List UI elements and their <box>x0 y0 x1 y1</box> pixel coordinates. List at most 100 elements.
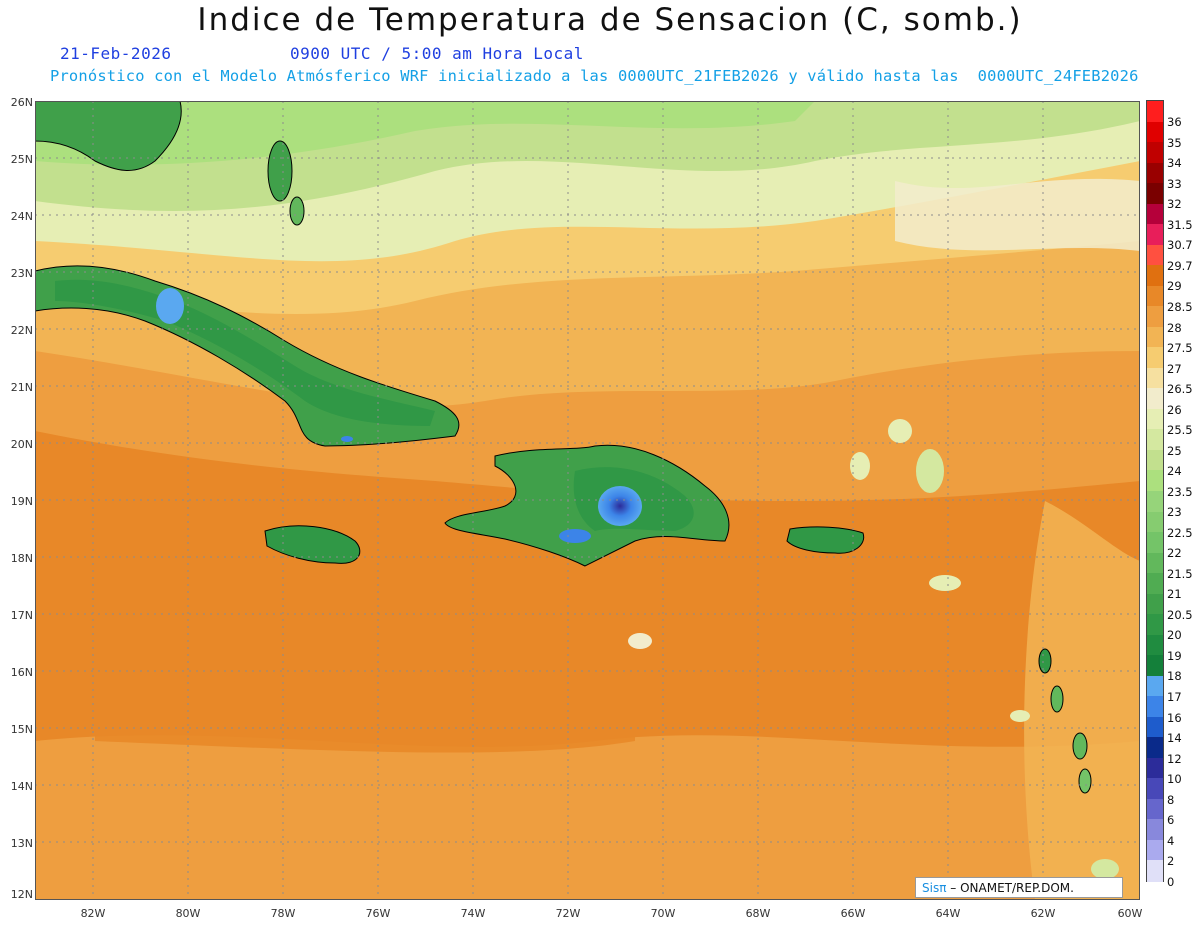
legend-swatch <box>1147 306 1163 328</box>
legend-value: 26 <box>1167 402 1182 417</box>
lon-label: 66W <box>840 907 866 920</box>
legend-value: 8 <box>1167 792 1175 807</box>
legend-swatch <box>1147 491 1163 513</box>
legend-value: 20 <box>1167 628 1182 643</box>
legend-value: 27.5 <box>1167 341 1193 356</box>
lon-label: 70W <box>650 907 676 920</box>
lat-label: 22N <box>10 324 33 337</box>
legend-swatch <box>1147 224 1163 246</box>
lat-label: 17N <box>10 609 33 622</box>
legend-swatch <box>1147 408 1163 431</box>
forecast-info: Pronóstico con el Modelo Atmósferico WRF… <box>50 67 1139 85</box>
legend-swatch <box>1147 532 1163 554</box>
legend-value: 23 <box>1167 505 1182 520</box>
lat-label: 16N <box>10 666 33 679</box>
lon-label: 72W <box>555 907 581 920</box>
cold-core-cordillera <box>598 486 642 526</box>
legend-value: 19 <box>1167 648 1182 663</box>
band-south <box>35 735 1140 900</box>
legend-swatch <box>1147 511 1163 533</box>
legend-swatch <box>1147 347 1163 369</box>
lat-label: 15N <box>10 723 33 736</box>
legend-value: 29.7 <box>1167 258 1193 273</box>
puerto-rico-land <box>786 526 865 554</box>
legend-value: 21.5 <box>1167 566 1193 581</box>
legend-value: 27 <box>1167 361 1182 376</box>
legend-swatch <box>1147 285 1163 307</box>
legend-value: 25.5 <box>1167 423 1193 438</box>
legend-value: 24 <box>1167 464 1182 479</box>
legend-value: 35 <box>1167 135 1182 150</box>
legend-value: 30.7 <box>1167 238 1193 253</box>
legend-value: 29 <box>1167 279 1182 294</box>
legend-value: 22 <box>1167 546 1182 561</box>
lon-label: 74W <box>460 907 486 920</box>
legend-value: 14 <box>1167 731 1182 746</box>
legend-swatch <box>1147 737 1163 759</box>
legend-swatch <box>1147 593 1163 615</box>
legend-swatch <box>1147 367 1163 389</box>
lon-label: 62W <box>1030 907 1056 920</box>
lat-label: 23N <box>10 267 33 280</box>
legend-swatch <box>1147 634 1163 656</box>
lat-label: 14N <box>10 780 33 793</box>
legend-value: 10 <box>1167 772 1182 787</box>
legend-value: 21 <box>1167 587 1182 602</box>
lat-label: 24N <box>10 210 33 223</box>
chart-title: Indice de Temperatura de Sensacion (C, s… <box>197 2 1023 38</box>
lon-label: 80W <box>175 907 201 920</box>
legend-value: 34 <box>1167 156 1182 171</box>
lon-label: 60W <box>1117 907 1143 920</box>
lat-label: 21N <box>10 381 33 394</box>
legend-value: 36 <box>1167 115 1182 130</box>
legend-value: 28 <box>1167 320 1182 335</box>
legend-value: 23.5 <box>1167 484 1193 499</box>
legend-swatch <box>1147 388 1163 410</box>
legend-value: 31.5 <box>1167 217 1193 232</box>
lat-label: 19N <box>10 495 33 508</box>
legend-swatch <box>1147 183 1163 205</box>
legend-value: 16 <box>1167 710 1182 725</box>
color-legend <box>1146 100 1164 882</box>
lon-label: 82W <box>80 907 106 920</box>
legend-swatch <box>1147 101 1163 123</box>
band-green-north-2 <box>35 101 815 165</box>
legend-value: 22.5 <box>1167 525 1193 540</box>
florida-land <box>35 101 182 171</box>
legend-swatch <box>1147 470 1163 492</box>
legend-swatch <box>1147 778 1163 800</box>
legend-value: 2 <box>1167 854 1175 869</box>
legend-value: 4 <box>1167 833 1175 848</box>
temperature-field-map <box>35 101 1140 900</box>
legend-swatch <box>1147 614 1163 636</box>
legend-swatch <box>1147 696 1163 718</box>
legend-value: 18 <box>1167 669 1182 684</box>
legend-swatch <box>1147 860 1163 882</box>
legend-swatch <box>1147 142 1163 164</box>
legend-swatch <box>1147 265 1163 287</box>
legend-swatch <box>1147 819 1163 841</box>
legend-swatch <box>1147 655 1163 677</box>
legend-swatch <box>1147 244 1163 266</box>
legend-value: 32 <box>1167 197 1182 212</box>
lat-label: 25N <box>10 153 33 166</box>
legend-value: 20.5 <box>1167 607 1193 622</box>
legend-value: 28.5 <box>1167 300 1193 314</box>
legend-value: 6 <box>1167 813 1175 828</box>
lon-label: 64W <box>935 907 961 920</box>
sispi-logo: Sisπ <box>922 881 947 895</box>
legend-swatch <box>1147 162 1163 184</box>
legend-swatch <box>1147 839 1163 862</box>
credit-box: Sisπ – ONAMET/REP.DOM. <box>915 877 1123 898</box>
lat-label: 26N <box>10 96 33 109</box>
legend-swatch <box>1147 757 1163 779</box>
legend-value: 0 <box>1167 874 1175 889</box>
legend-swatch <box>1147 552 1163 574</box>
lon-label: 76W <box>365 907 391 920</box>
lat-label: 12N <box>10 888 33 901</box>
legend-swatch <box>1147 203 1163 225</box>
legend-value: 33 <box>1167 176 1182 191</box>
legend-swatch <box>1147 675 1163 697</box>
legend-value: 12 <box>1167 751 1182 766</box>
legend-value: 25 <box>1167 443 1182 458</box>
